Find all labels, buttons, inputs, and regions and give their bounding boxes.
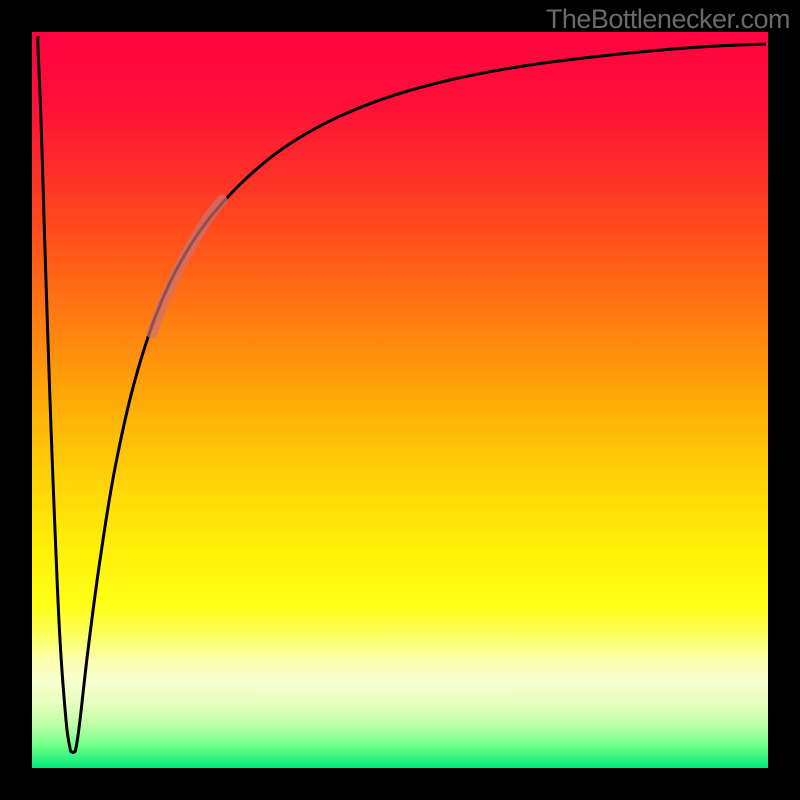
chart-container: TheBottlenecker.com xyxy=(0,0,800,800)
border-left xyxy=(0,0,32,800)
border-bottom xyxy=(0,768,800,800)
chart-background xyxy=(32,32,768,768)
border-right xyxy=(768,0,800,800)
chart-svg xyxy=(0,0,800,800)
watermark-text: TheBottlenecker.com xyxy=(546,4,790,35)
